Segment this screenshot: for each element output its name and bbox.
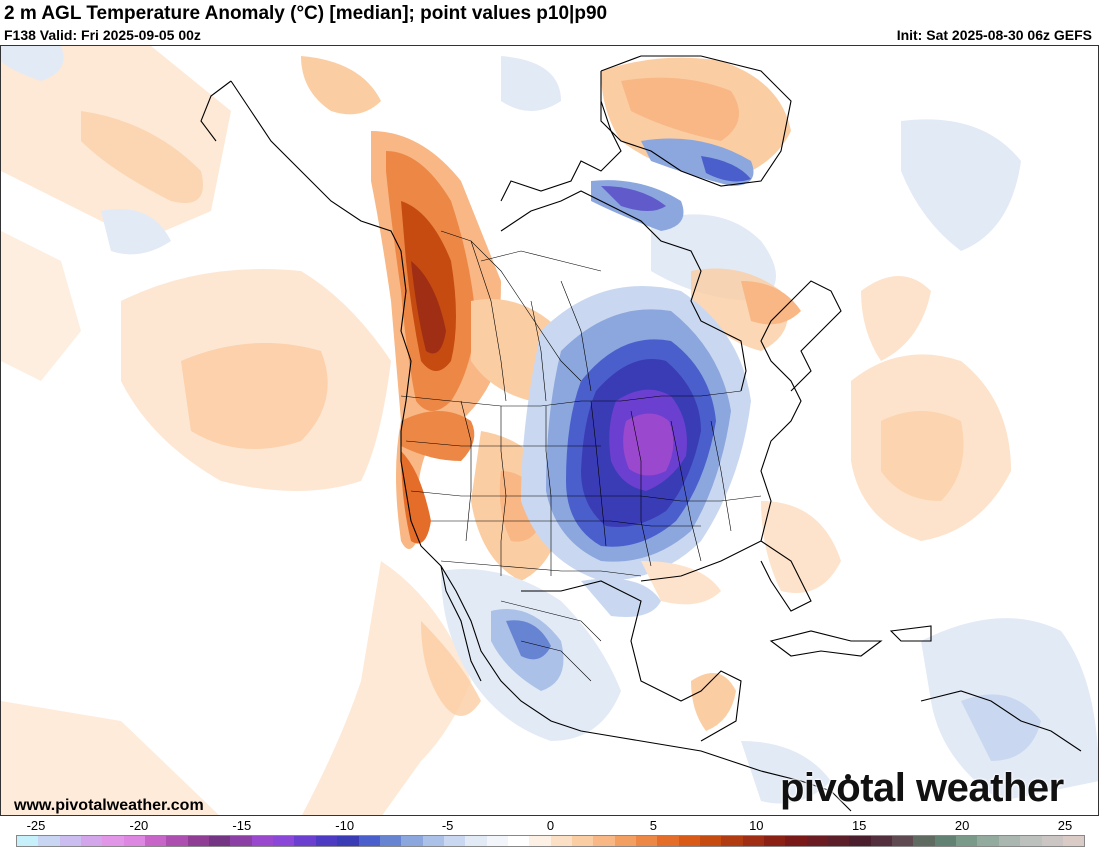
colorbar-swatch (102, 836, 124, 846)
state-province-borders (400, 230, 762, 682)
colorbar-tick-label: 20 (954, 818, 970, 833)
colorbar-swatch (486, 836, 508, 846)
colorbar-tick-label: -5 (441, 818, 454, 833)
coastlines (200, 55, 1082, 812)
brand-dot-icon (845, 774, 852, 780)
colorbar-swatch (1020, 836, 1042, 846)
colorbar-tick-label: 15 (851, 818, 867, 833)
anomaly-map[interactable] (0, 45, 1099, 816)
colorbar-swatch (892, 836, 914, 846)
colorbar-swatch (379, 836, 402, 846)
colorbar-swatch (593, 836, 615, 846)
colorbar-swatch (187, 836, 210, 846)
colorbar-tick-labels: -25 -20 -15 -10 -5 0 5 10 15 20 25 (16, 818, 1085, 834)
colorbar-swatch (251, 836, 274, 846)
colorbar-swatch (700, 836, 722, 846)
brand-text-start: piv (780, 766, 837, 810)
colorbar-swatch (571, 836, 594, 846)
colorbar-tick-label: -20 (129, 818, 149, 833)
colorbar-swatch (230, 836, 252, 846)
colorbar-swatch (956, 836, 978, 846)
colorbar-swatch (614, 836, 636, 846)
colorbar-tick-label: -15 (232, 818, 252, 833)
colorbar-swatch (123, 836, 146, 846)
colorbar-swatch (550, 836, 572, 846)
brand-o-letter: o (836, 766, 861, 810)
colorbar-swatch (209, 836, 231, 846)
colorbar-swatch (998, 836, 1021, 846)
colorbar-swatch (465, 836, 487, 846)
forecast-valid-time: F138 Valid: Fri 2025-09-05 00z (4, 27, 201, 43)
colorbar-swatch (443, 836, 466, 846)
map-title: 2 m AGL Temperature Anomaly (°C) [median… (4, 3, 608, 24)
colorbar-swatch (145, 836, 167, 846)
brand-text-end: tal weather (860, 766, 1064, 810)
central-cold-core (521, 286, 751, 581)
colorbar-tick-label: -10 (335, 818, 355, 833)
colorbar-swatch (934, 836, 957, 846)
colorbar-swatch (806, 836, 829, 846)
colorbar-swatch (849, 836, 871, 846)
colorbar-swatch (529, 836, 551, 846)
colorbar-tick-label: -25 (26, 818, 46, 833)
colorbar-swatch (507, 836, 530, 846)
colorbar-tick-label: 25 (1057, 818, 1073, 833)
brand-logo: pivo tal weather (780, 766, 1064, 811)
colorbar-tick-label: 10 (749, 818, 764, 833)
greenland-anomaly (591, 57, 791, 231)
colorbar-swatch (870, 836, 893, 846)
atlantic-warm-patches (691, 268, 1011, 731)
mexico-cool-patches (441, 561, 831, 804)
colorbar-swatch (337, 836, 359, 846)
colorbar-tick-label: 5 (649, 818, 658, 833)
site-url[interactable]: www.pivotalweather.com (14, 797, 204, 814)
colorbar-swatch (785, 836, 807, 846)
colorbar-swatch (828, 836, 850, 846)
colorbar-swatch (721, 836, 743, 846)
colorbar-swatch (166, 836, 188, 846)
colorbar-swatch (764, 836, 786, 846)
colorbar-swatch (1062, 836, 1085, 846)
pacific-warm-patches (1, 46, 481, 815)
colorbar-swatch (358, 836, 380, 846)
colorbar-swatch (913, 836, 935, 846)
colorbar (16, 835, 1085, 847)
colorbar-swatch (81, 836, 103, 846)
colorbar-swatch (59, 836, 82, 846)
colorbar-swatch (315, 836, 338, 846)
brand-o: o (836, 766, 860, 811)
colorbar-swatch (294, 836, 316, 846)
colorbar-swatch (422, 836, 444, 846)
colorbar-swatch (38, 836, 60, 846)
colorbar-tick-label: 0 (546, 818, 555, 833)
colorbar-swatch (17, 836, 39, 846)
colorbar-swatch (742, 836, 765, 846)
colorbar-swatch (401, 836, 423, 846)
cool-patches (1, 46, 1098, 801)
model-init-time: Init: Sat 2025-08-30 06z GEFS (896, 27, 1092, 43)
colorbar-swatch (657, 836, 679, 846)
colorbar-swatch (635, 836, 658, 846)
colorbar-swatch (977, 836, 999, 846)
west-coast-heat (301, 56, 561, 581)
colorbar-swatch (273, 836, 295, 846)
colorbar-swatch (1041, 836, 1063, 846)
colorbar-swatch (678, 836, 700, 846)
